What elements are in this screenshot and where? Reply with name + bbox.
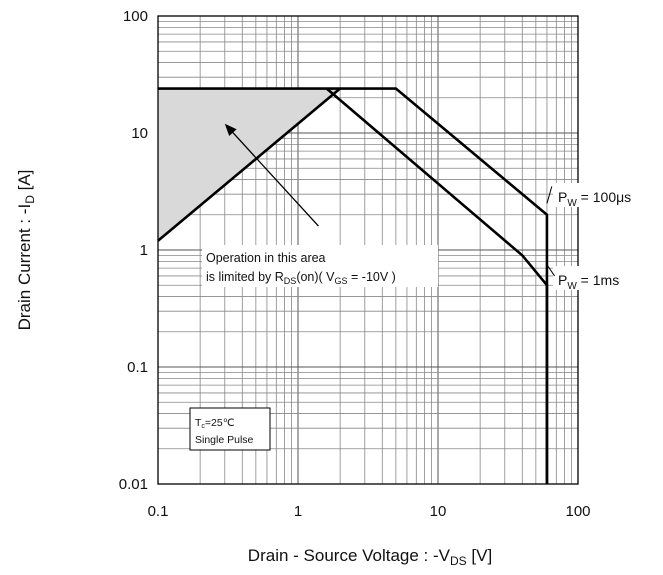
conditions-temperature: Tc=25℃ (195, 417, 235, 430)
y-tick-label: 1 (140, 242, 148, 259)
region-note-arrowhead-icon (224, 123, 237, 136)
label-1ms: PW = 1ms (558, 272, 619, 292)
series-line (157, 87, 341, 242)
label-100us: PW = 100μs (558, 189, 631, 209)
plot-frame (157, 15, 579, 485)
region-note-background (202, 245, 438, 287)
x-tick-label: 10 (430, 503, 447, 520)
y-tick-label: 0.01 (119, 476, 148, 493)
x-tick-labels: 0.1 1 10 100 (148, 503, 591, 520)
series-line (325, 87, 549, 484)
label-100us-leader (546, 186, 553, 204)
conditions-pulse: Single Pulse (195, 434, 254, 446)
y-tick-label: 100 (123, 8, 148, 25)
region-note-line1: Operation in this area (206, 251, 326, 265)
region-note-arrow (232, 132, 319, 227)
series-lines (157, 87, 549, 484)
x-axis-label: Drain - Source Voltage : -VDS [V] (248, 546, 492, 568)
y-axis-label: Drain Current : -ID [A] (15, 170, 37, 331)
y-tick-label: 10 (131, 125, 148, 142)
label-1ms-background (553, 266, 643, 290)
y-tick-label: 0.1 (127, 359, 148, 376)
label-100us-background (553, 183, 663, 207)
region-note-line2: is limited by RDS(on)( VGS = -10V ) (206, 270, 396, 286)
y-tick-labels: 0.01 0.1 1 10 100 (119, 8, 148, 493)
x-tick-label: 1 (294, 503, 302, 520)
x-tick-label: 100 (565, 503, 590, 520)
conditions-box (189, 407, 271, 451)
label-1ms-leader (546, 264, 555, 277)
x-tick-label: 0.1 (148, 503, 169, 520)
